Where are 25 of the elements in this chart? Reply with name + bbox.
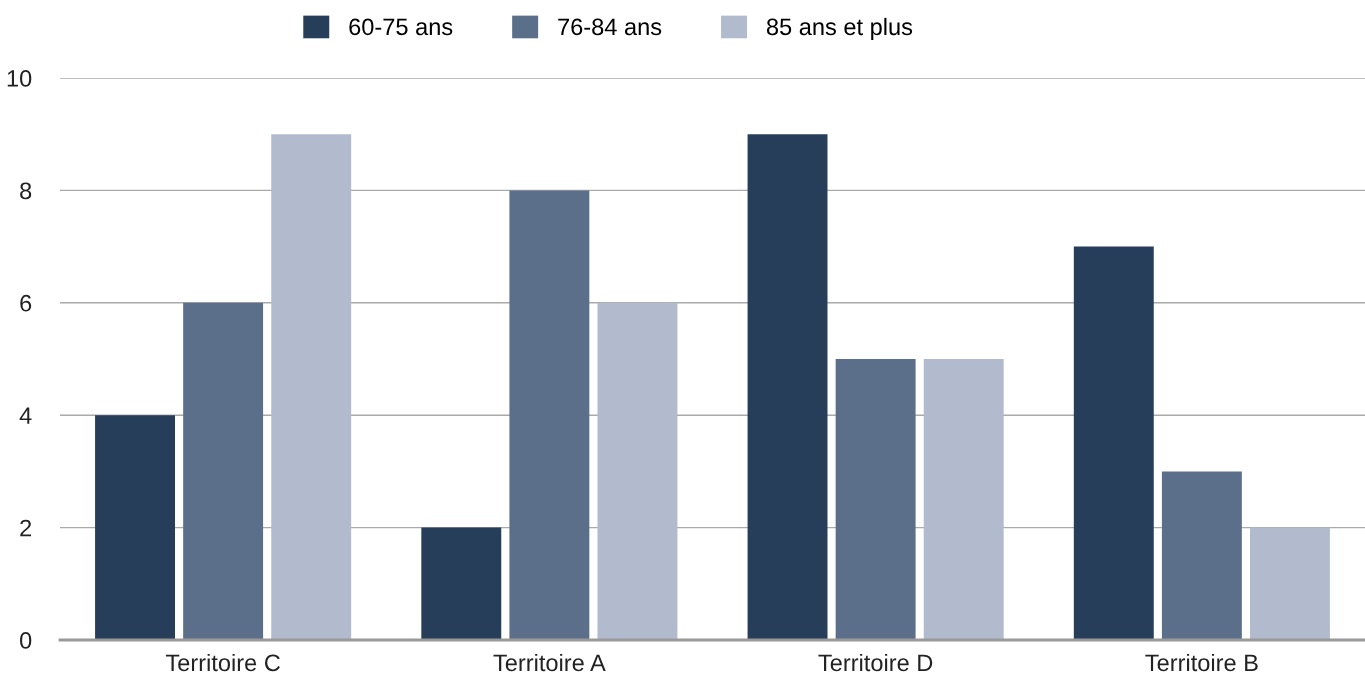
y-tick-label: 0 — [20, 632, 32, 649]
bar — [835, 359, 916, 640]
x-tick-label: Territoire A — [493, 653, 606, 672]
bar — [95, 415, 175, 640]
y-tick-label: 6 — [20, 294, 32, 312]
bar — [747, 134, 828, 640]
bar — [597, 302, 678, 640]
x-tick-label: Territoire D — [818, 653, 933, 672]
legend-label: 76-84 ans — [558, 18, 662, 36]
bar — [421, 527, 502, 640]
x-tick-label: Territoire C — [165, 653, 280, 672]
bar — [923, 359, 1004, 640]
bar — [509, 190, 590, 640]
bar — [1161, 471, 1242, 640]
bar — [271, 134, 352, 640]
bar — [183, 302, 264, 640]
legend-label: 85 ans et plus — [766, 17, 913, 40]
y-tick-label: 8 — [20, 182, 32, 200]
y-tick-label: 4 — [19, 407, 32, 424]
legend-label: 60-75 ans — [349, 18, 453, 36]
x-tick-label: Territoire B — [1145, 653, 1258, 672]
bar — [1073, 246, 1154, 640]
bar — [1250, 527, 1330, 640]
y-tick-label: 2 — [20, 519, 32, 537]
y-tick-label: 10 — [7, 70, 32, 87]
